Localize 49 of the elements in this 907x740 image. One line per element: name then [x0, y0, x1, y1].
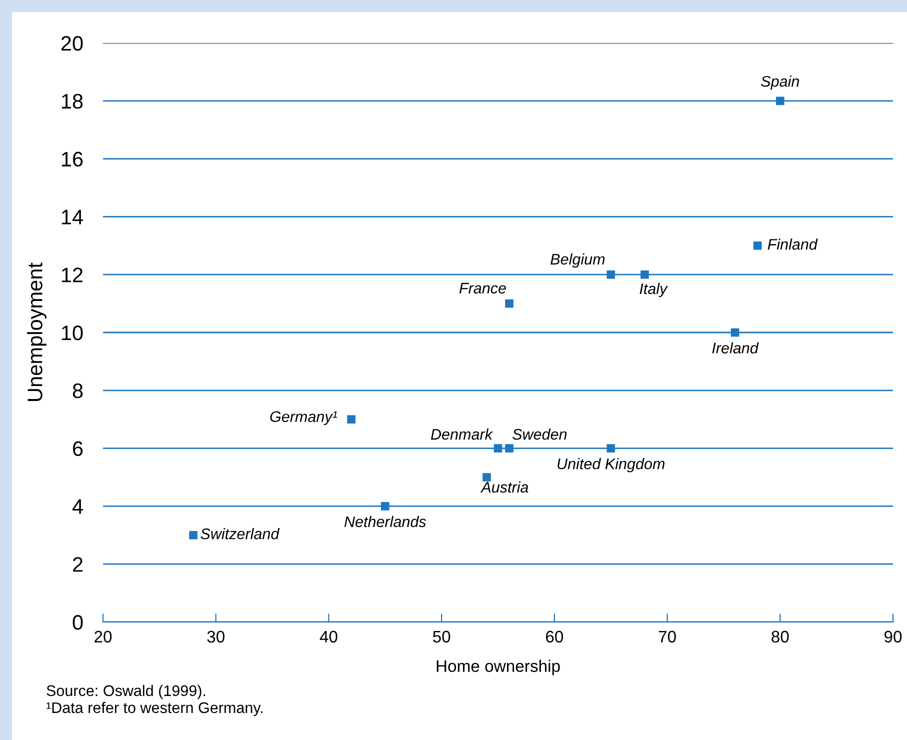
y-tick-label: 16: [62, 152, 83, 167]
y-tick-label: 18: [62, 94, 83, 109]
annotation: Denmark: [430, 428, 494, 440]
annotation: Spain: [761, 76, 799, 90]
annotation: Belgium: [550, 253, 605, 268]
annotation: Ireland: [712, 342, 759, 354]
annotation: Italy: [640, 282, 668, 298]
annotation: Switzerland: [200, 528, 280, 540]
x-tick-label: 50: [432, 630, 450, 643]
annotation: United Kingdom: [558, 458, 665, 472]
y-tick-label: 12: [62, 268, 83, 282]
x-tick-label: 40: [320, 630, 338, 643]
point: [640, 270, 649, 279]
point: [380, 502, 390, 510]
x-tick-label: 20: [94, 630, 112, 643]
x-axis-title: Home ownership: [436, 660, 560, 676]
y-tick-label: 20: [61, 36, 83, 51]
y-tick-label: 14: [62, 210, 83, 224]
point: [494, 444, 502, 452]
x-tick-label: 30: [207, 630, 224, 643]
annotation: France: [459, 282, 506, 294]
annotation: Sweden: [512, 428, 567, 440]
point: [606, 270, 616, 279]
annotation: Germany¹: [270, 411, 338, 426]
source-note: Source: Oswald (1999).: [46, 684, 206, 700]
y-tick-label: 4: [72, 499, 83, 514]
y-tick-label: 6: [73, 441, 83, 456]
point: [347, 415, 356, 424]
x-tick-label: 60: [546, 630, 564, 643]
annotation: Netherlands: [344, 516, 426, 528]
x-tick-label: 90: [884, 630, 902, 643]
point: [189, 530, 198, 540]
annotation: Finland: [768, 238, 818, 250]
y-tick-label: 8: [72, 383, 83, 398]
point: [753, 241, 762, 250]
y-axis-title: Unemployment: [27, 262, 46, 401]
point: [776, 96, 784, 106]
point: [730, 328, 740, 337]
y-tick-label: 10: [62, 326, 83, 340]
point: [482, 473, 491, 482]
y-tick-label: 2: [73, 557, 83, 572]
x-tick-label: 80: [772, 630, 789, 643]
y-tick-label: 0: [72, 615, 83, 630]
point: [505, 299, 514, 308]
point: [505, 444, 514, 452]
annotation: Austria: [480, 481, 528, 493]
text: ¹Data refer to western Germany.: [46, 702, 263, 716]
point: [606, 444, 616, 452]
x-tick-label: 70: [658, 630, 676, 643]
